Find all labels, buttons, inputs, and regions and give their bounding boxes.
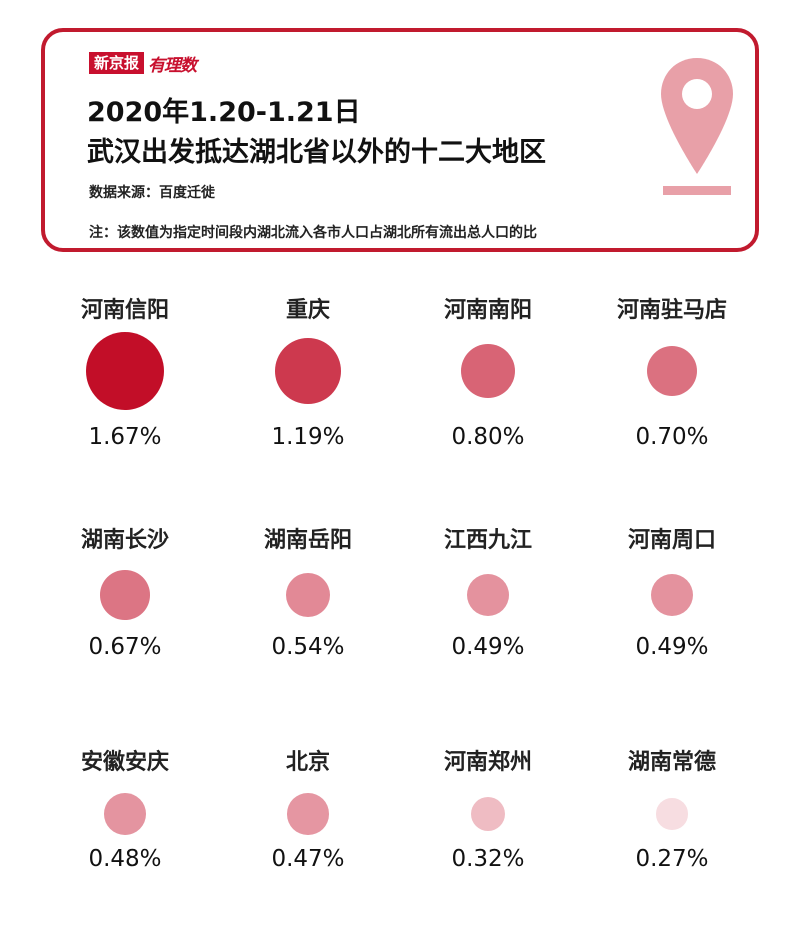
region-label: 河南郑州: [443, 750, 532, 775]
region-value: 1.67%: [88, 424, 162, 450]
region-label: 北京: [285, 750, 330, 775]
region-bubble: [104, 793, 146, 835]
region-value: 0.48%: [88, 846, 162, 872]
region-value: 0.70%: [635, 424, 709, 450]
data-source: 数据来源：百度迁徙: [89, 185, 215, 201]
region-bubble: [466, 573, 510, 617]
region-value: 0.49%: [635, 634, 709, 660]
region-label: 河南南阳: [443, 298, 532, 323]
chart-title-line1: 2020年1.20-1.21日: [87, 97, 361, 128]
region-value: 0.32%: [451, 846, 525, 872]
region-label: 湖南常德: [627, 750, 716, 775]
region-label: 河南驻马店: [616, 298, 727, 323]
region-label: 湖南长沙: [80, 528, 169, 553]
region-value: 0.54%: [271, 634, 345, 660]
region-bubble: [470, 796, 506, 832]
region-label: 湖南岳阳: [263, 528, 352, 553]
region-bubble: [100, 570, 150, 620]
region-value: 0.67%: [88, 634, 162, 660]
brand-logo: 新京报 有理数: [89, 52, 197, 76]
chart-title-line2: 武汉出发抵达湖北省以外的十二大地区: [87, 137, 546, 168]
region-value: 0.27%: [635, 846, 709, 872]
region-bubble: [275, 338, 341, 404]
region-bubble: [461, 344, 515, 398]
logo-tail: 有理数: [148, 55, 197, 76]
region-label: 江西九江: [443, 528, 532, 553]
location-pin-icon: [661, 58, 733, 195]
region-label: 河南信阳: [80, 298, 169, 323]
region-bubble: [650, 573, 694, 617]
region-value: 0.49%: [451, 634, 525, 660]
region-bubble: [656, 798, 688, 830]
header-card: 新京报 有理数 2020年1.20-1.21日 武汉出发抵达湖北省以外的十二大地…: [41, 28, 759, 252]
footnote: 注：该数值为指定时间段内湖北流入各市人口占湖北所有流出总人口的比: [89, 225, 537, 241]
region-label: 重庆: [285, 298, 330, 323]
region-label: 河南周口: [627, 528, 716, 553]
region-value: 1.19%: [271, 424, 345, 450]
region-value: 0.47%: [271, 846, 345, 872]
region-bubble: [646, 345, 698, 397]
region-bubble: [86, 332, 164, 410]
region-bubble: [287, 793, 329, 835]
region-value: 0.80%: [451, 424, 525, 450]
region-bubble: [285, 572, 331, 618]
logo-main: 新京报: [89, 52, 145, 74]
region-label: 安徽安庆: [80, 750, 169, 775]
